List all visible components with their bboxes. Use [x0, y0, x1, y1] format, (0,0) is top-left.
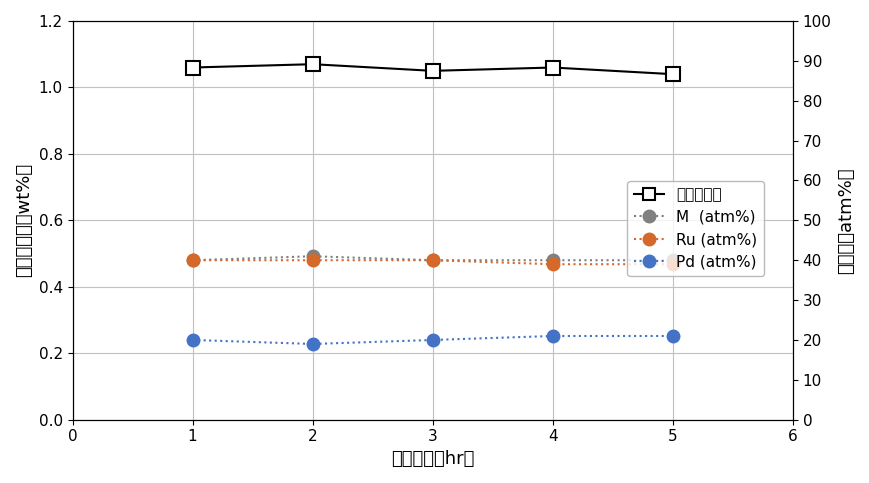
Legend: 金属含有率, M  (atm%), Ru (atm%), Pd (atm%): 金属含有率, M (atm%), Ru (atm%), Pd (atm%)	[627, 181, 763, 276]
X-axis label: 运行时间（hr）: 运行时间（hr）	[390, 450, 474, 468]
Y-axis label: 组成比（atm%）: 组成比（atm%）	[836, 167, 854, 273]
Y-axis label: 金属含有率（wt%）: 金属含有率（wt%）	[15, 163, 33, 277]
